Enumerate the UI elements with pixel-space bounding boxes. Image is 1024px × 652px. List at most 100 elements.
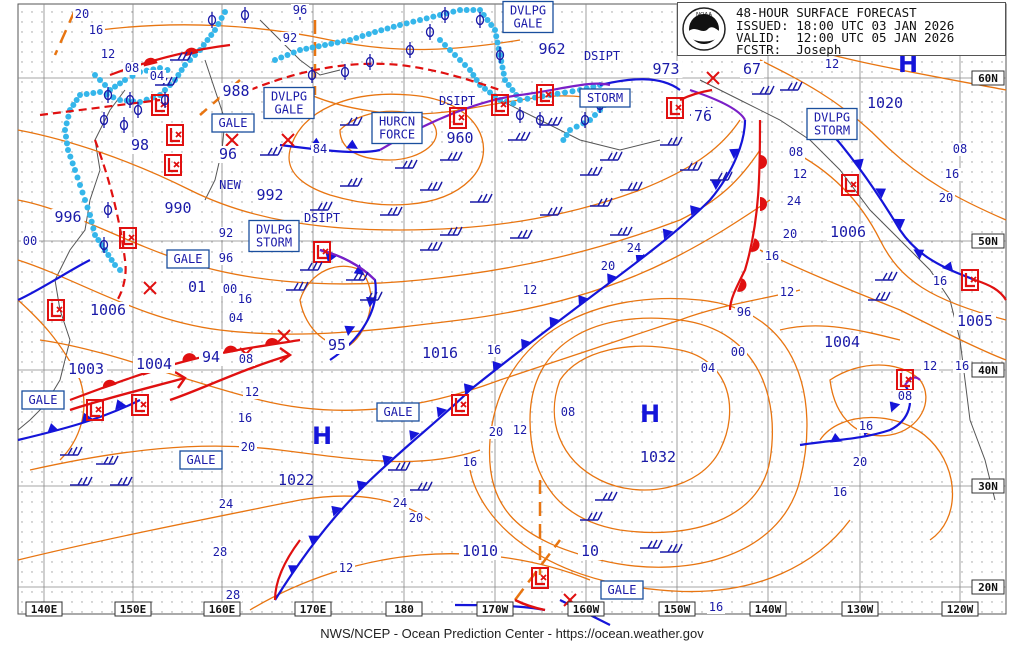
isobar-label-bg [337,562,355,575]
wind-barb-shaft [620,181,643,191]
low-center [119,227,137,249]
map-annotation: NEW [219,178,241,192]
lat-label: 50N [978,235,998,248]
isobar-label-bg [943,168,961,181]
cold-front-triangle [521,338,532,350]
wind-barb [680,161,703,171]
isobar-label-bg [599,260,617,273]
ice-dot [95,237,102,243]
wind-barb [590,197,613,207]
wind-barb-shaft [440,226,463,236]
cold-front-triangle [345,139,358,149]
pressure-bg [133,356,175,373]
ice-dot [87,212,93,218]
wind-barb-shaft [96,455,119,465]
storm-track-arrows [69,88,713,612]
isobar-label-bg [236,293,254,306]
wind-barb [600,151,623,161]
ice-dot [65,147,71,153]
ice-dot [430,13,437,20]
wind-barb [440,226,463,236]
wind-barb [580,511,603,521]
ice-dot [97,89,103,95]
wind-barb-shaft [590,197,613,207]
pressure-bg [535,41,569,58]
lon-label: 180 [394,603,414,616]
ice-dot [403,20,410,27]
pressure-bg [325,337,349,354]
low-x-mark [322,248,329,255]
warning-box [371,111,423,145]
low-letter-l [534,571,545,586]
low-letter-l [452,111,463,126]
isobar-label: 12 [825,57,839,71]
isobar-label: 24 [393,496,407,510]
warning-box [806,107,858,141]
warning-box-text: DVLPG [510,4,546,18]
pressure-bg [443,130,477,147]
ice-dot [92,72,98,78]
ice-dot [112,262,118,268]
ice-dot [494,39,501,46]
ice-dot [410,18,417,25]
ice-dot [122,77,128,83]
wind-barb [610,226,633,236]
isobar-label-bg [407,512,425,525]
wind-barb-shaft [440,151,463,161]
svg-text:NOAA: NOAA [696,12,712,18]
wind-barb-shaft [346,271,369,281]
low-center [491,94,509,116]
cold-front-triangle [829,433,842,443]
cold-front-triangle [436,406,448,418]
wind-barb [155,76,178,86]
wind-barb-shaft [60,446,83,456]
isobar-label-bg [227,312,245,325]
isobar-label: 24 [627,241,641,255]
pressure-bg [51,209,85,226]
wind-barb [875,271,898,281]
ice-dot [463,7,470,13]
wind-barb-shaft [410,481,433,491]
warning-box-text: GALE [219,116,248,130]
isobar-label-bg [791,168,809,181]
wind-barb-shaft [70,476,93,486]
wind-barb-shaft [580,166,603,176]
isobar-label: 16 [238,292,252,306]
low-x-mark [500,101,507,108]
low-center [131,394,149,416]
isobar-label-bg [281,32,299,45]
lon-label-box [476,601,514,617]
freezing-spray-symbol [207,12,217,28]
low-letter-l [454,398,465,413]
warning-box [579,88,631,108]
isobar-label-bg [763,250,781,263]
ice-dot [567,127,573,133]
ice-dot [105,252,112,258]
low-pressure-value: 1016 [422,344,458,362]
lon-label-box [941,601,979,617]
high-symbol: H [898,50,918,78]
wind-barb-shaft [155,76,178,86]
isobar-label: 20 [75,7,89,21]
warning-box-text: DVLPG [814,111,850,125]
ice-dot [372,29,378,35]
isobar-label-bg [485,344,503,357]
warning-box-text: GALE [187,453,216,467]
ice-dot [278,54,285,61]
isobar-label: 12 [101,47,115,61]
isobar-label: 28 [226,588,240,602]
header-issued: ISSUED: 18:00 UTC 03 JAN 2026 [736,18,955,33]
freezing-spray-symbol [580,112,590,128]
wind-barb [440,151,463,161]
wind-barb-shaft [710,171,733,181]
low-pressure-value: 1006 [90,301,126,319]
isobar-label-bg [21,235,39,248]
isobar-label: 08 [125,61,139,75]
wind-barb-shaft [340,177,363,187]
low-letter-l [316,245,327,260]
pressure-bg [649,61,683,78]
ice-dot [309,44,316,51]
isobar-label-bg [787,146,805,159]
isobar-label: 16 [89,23,103,37]
